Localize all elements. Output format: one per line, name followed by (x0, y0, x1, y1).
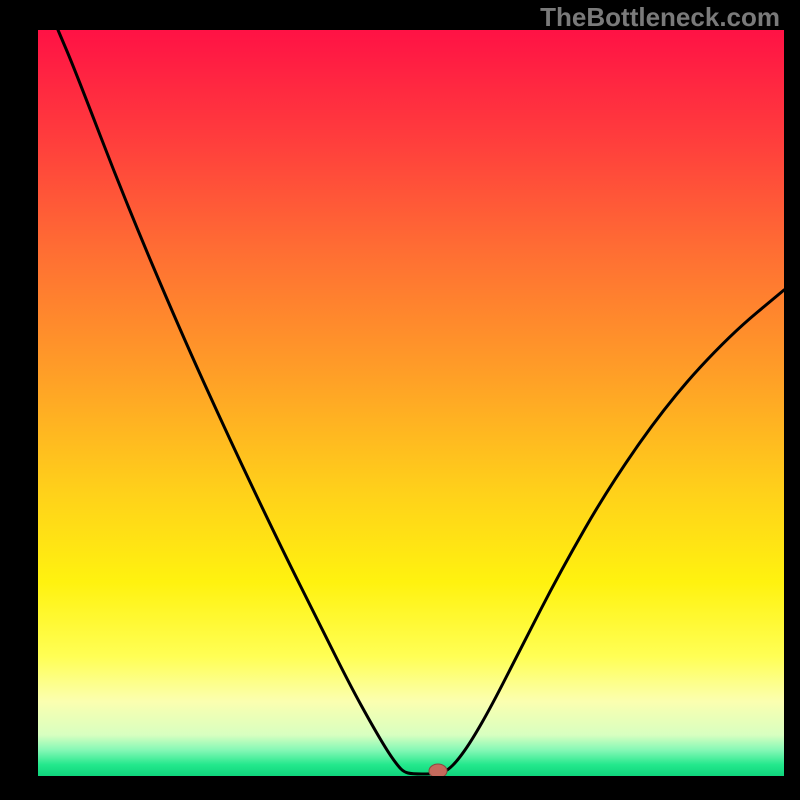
gradient-background (38, 30, 784, 776)
watermark-text: TheBottleneck.com (540, 2, 780, 33)
frame-bottom (0, 776, 800, 800)
frame-left (0, 0, 38, 800)
frame-right (784, 0, 800, 800)
